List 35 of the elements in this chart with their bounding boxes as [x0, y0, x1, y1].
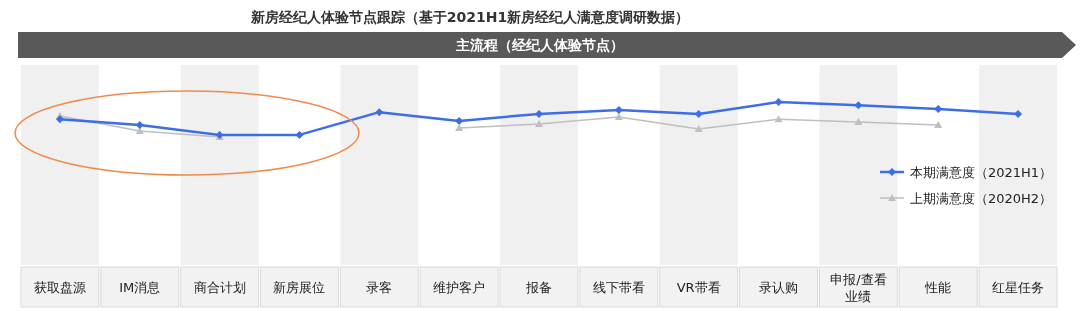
point: [455, 123, 464, 131]
point: [135, 121, 144, 130]
chart-title: 新房经纪人体验节点跟踪（基于2021H1新房经纪人满意度调研数据）: [249, 9, 690, 25]
point: [535, 120, 543, 128]
x-tick-label: 线下带看: [592, 280, 645, 295]
point: [854, 117, 863, 125]
x-tick-label: 录认购: [759, 280, 799, 295]
point: [1014, 109, 1023, 118]
point: [535, 109, 543, 118]
x-tick-label: 报备: [525, 280, 552, 295]
x-tick-label: 维护客户: [433, 280, 486, 295]
point: [694, 109, 703, 118]
x-tick-label: 获取盘源: [33, 280, 86, 295]
x-tick-label: 商合计划: [193, 280, 246, 295]
point: [375, 108, 384, 117]
point: [55, 115, 64, 124]
x-tick-label: VR带看: [676, 280, 721, 295]
x-tick-label: 申报/查看业绩: [830, 272, 887, 304]
point: [774, 98, 783, 106]
legend-label: 本期满意度（2021H1）: [910, 165, 1053, 180]
point: [614, 113, 623, 121]
chart-subtitle: 主流程（经纪人体验节点）: [455, 37, 624, 53]
x-tick-label: 性能: [924, 280, 952, 295]
point: [854, 101, 863, 110]
x-tick-label: IM消息: [119, 280, 161, 295]
x-tick-label: 红星任务: [992, 280, 1045, 295]
x-tick-label: 录客: [366, 280, 393, 295]
point: [295, 130, 304, 139]
x-tick-label: 新房展位: [273, 280, 326, 295]
legend-label: 上期满意度（2020H2）: [910, 191, 1053, 206]
point: [135, 127, 144, 135]
point: [934, 105, 943, 113]
point: [934, 121, 943, 129]
point: [774, 115, 783, 123]
point: [694, 124, 703, 132]
